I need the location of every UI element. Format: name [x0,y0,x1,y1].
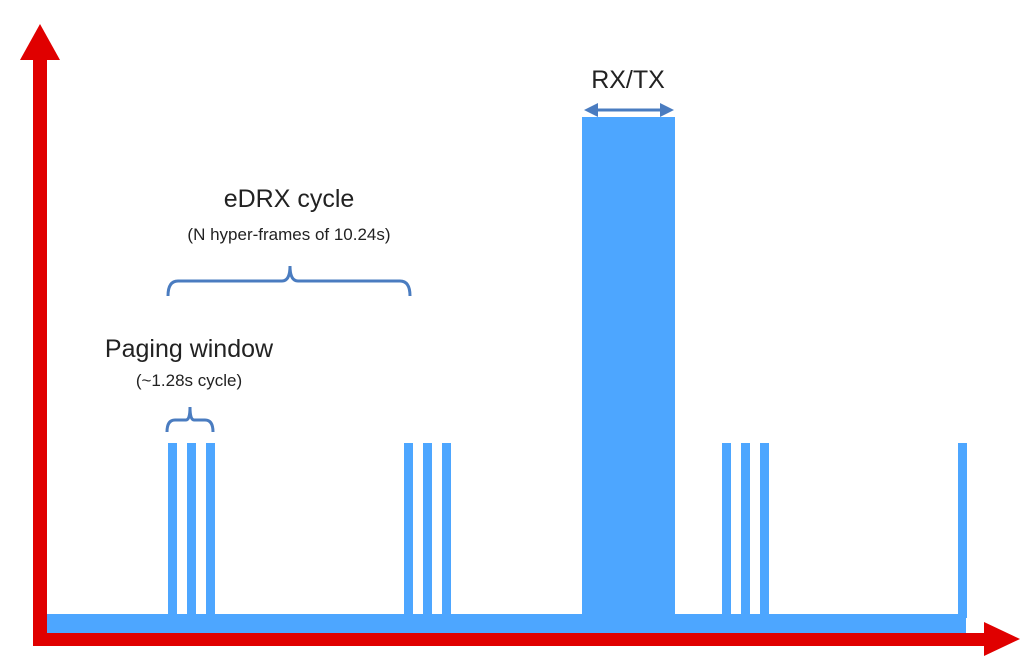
y-axis [20,24,60,646]
paging-window-subtitle: (~1.28s cycle) [136,371,242,390]
paging-pulse-group-1 [168,443,215,618]
paging-pulse [206,443,215,618]
edrx-cycle-subtitle: (N hyper-frames of 10.24s) [187,225,390,244]
paging-window-title: Paging window [105,335,274,363]
paging-pulse [404,443,413,618]
rx-tx-block [582,117,675,618]
paging-pulse-group-3 [722,443,769,618]
edrx-cycle-title: eDRX cycle [224,185,355,213]
paging-pulse-single [958,443,967,618]
paging-pulse [722,443,731,618]
paging-pulse [187,443,196,618]
signal-baseline [42,614,966,634]
paging-window-brace [165,406,215,433]
paging-pulse [760,443,769,618]
paging-pulse [741,443,750,618]
paging-pulse [442,443,451,618]
paging-pulse-group-2 [404,443,451,618]
paging-pulse [168,443,177,618]
rx-tx-width-arrow [584,103,674,117]
paging-pulse [423,443,432,618]
x-axis [33,622,1020,656]
rx-tx-label: RX/TX [591,66,665,94]
edrx-cycle-brace [166,265,412,297]
